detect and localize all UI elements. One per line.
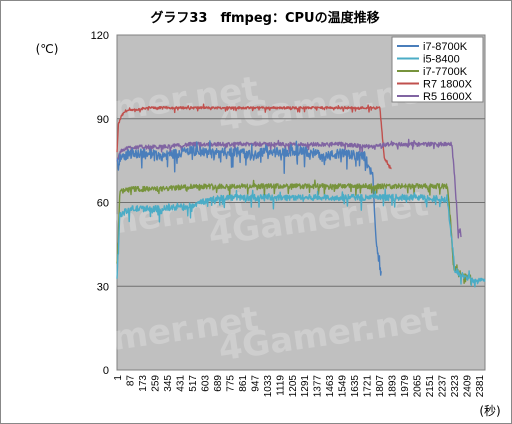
x-tick-label: 2381 — [475, 375, 486, 398]
legend-label: i5-8400 — [423, 54, 460, 66]
y-tick-labels: 0 30 60 90 120 — [91, 30, 109, 377]
x-tick-label: 1893 — [388, 375, 399, 398]
x-tick-label: 431 — [175, 375, 186, 392]
x-tick-label: 1979 — [400, 375, 411, 398]
series-line-i7-8700k — [116, 140, 382, 276]
y-axis-label: (℃) — [36, 42, 59, 56]
y-tick-label: 0 — [103, 365, 109, 377]
watermark-layer: 4Gamer.net4Gamer.net4Gamer.net4Gamer.net… — [26, 69, 441, 369]
x-tick-label: 1721 — [363, 375, 374, 398]
x-tick-label: 1033 — [263, 375, 274, 398]
x-tick-label: 2409 — [463, 375, 474, 398]
legend-label: i7-7700K — [423, 66, 468, 78]
x-tick-label: 1635 — [350, 375, 361, 398]
x-tick-label: 2065 — [413, 375, 424, 398]
x-tick-label: 689 — [213, 375, 224, 392]
x-tick-label: 1291 — [300, 375, 311, 398]
x-tick-label: 1807 — [375, 375, 386, 398]
legend-box — [391, 36, 484, 103]
series-line-r5-1600x — [116, 138, 462, 239]
x-tick-label: 517 — [188, 375, 199, 392]
x-tick-label: 345 — [163, 375, 174, 392]
chart-title: グラフ33 ffmpeg：CPUの温度推移 — [150, 10, 379, 26]
legend-label: R5 1600X — [423, 91, 473, 103]
x-tick-label: 1549 — [338, 375, 349, 398]
x-tick-label: 173 — [138, 375, 149, 392]
x-tick-label: 1463 — [325, 375, 336, 398]
series-line-i7-7700k — [116, 179, 472, 285]
x-tick-label: 1377 — [313, 375, 324, 398]
legend-label: i7-8700K — [423, 41, 468, 53]
x-tick-label: 259 — [150, 375, 161, 392]
grid-layer — [117, 118, 485, 287]
series-layer — [116, 103, 486, 288]
x-tick-label: 861 — [238, 375, 249, 392]
series-line-i5-8400 — [116, 188, 486, 288]
x-tick-label: 1 — [113, 375, 124, 381]
x-tick-label: 2323 — [450, 375, 461, 398]
y-tick-label: 60 — [97, 198, 109, 210]
x-tick-label: 2237 — [438, 375, 449, 398]
x-tick-label: 1119 — [275, 375, 286, 396]
x-tick-label: 947 — [250, 375, 261, 392]
y-tick-label: 120 — [91, 30, 109, 42]
x-tick-label: 87 — [125, 375, 136, 387]
x-tick-label: 1205 — [288, 375, 299, 398]
y-tick-label: 90 — [97, 114, 109, 126]
legend-label: R7 1800X — [423, 79, 473, 91]
x-tick-label: 603 — [200, 375, 211, 392]
x-tick-labels: 1 87 173 259 345 431 517 603 689 775 861 947 1033 111… — [113, 375, 486, 398]
y-tick-label: 30 — [97, 281, 109, 293]
x-tick-label: 2151 — [425, 375, 436, 398]
x-tick-label: 775 — [225, 375, 236, 392]
x-axis-label: (秒) — [479, 404, 500, 418]
series-line-r7-1800x — [116, 103, 392, 170]
